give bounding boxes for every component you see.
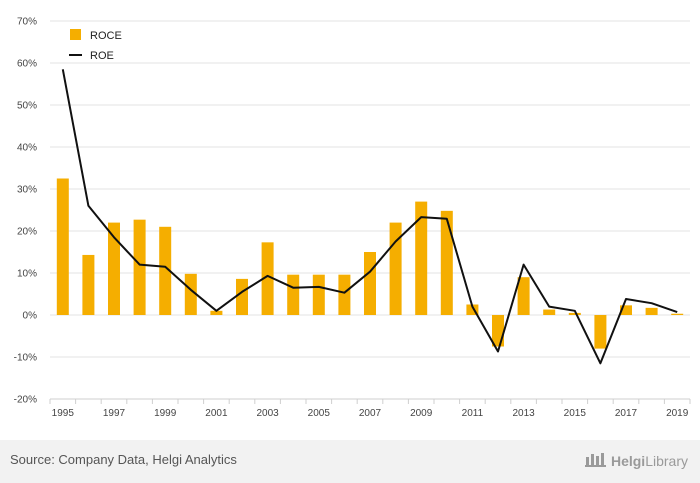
roce-bar bbox=[620, 305, 632, 315]
x-tick-label: 2015 bbox=[564, 408, 587, 419]
y-tick-label: 30% bbox=[17, 185, 37, 196]
x-tick-label: 2017 bbox=[615, 408, 638, 419]
roce-bar bbox=[133, 219, 146, 315]
x-tick-label: 2005 bbox=[308, 408, 331, 419]
chart-grid bbox=[50, 20, 690, 400]
x-tick-label: 1995 bbox=[52, 408, 75, 419]
x-tick-label: 2013 bbox=[512, 408, 535, 419]
y-tick-label: -20% bbox=[14, 395, 37, 406]
roce-bar bbox=[568, 312, 581, 315]
footer-bar: Source: Company Data, Helgi Analytics He… bbox=[0, 440, 700, 483]
x-tick-label: 1999 bbox=[154, 408, 177, 419]
chart-canvas: 70% 60% 50% 40% 30% 20% 10% 0% -10% -20% 1995 1997… bbox=[14, 17, 691, 419]
roce-bar bbox=[210, 310, 223, 315]
x-tick-label: 2011 bbox=[462, 408, 484, 419]
roe-line bbox=[61, 69, 678, 365]
roce-bar bbox=[671, 313, 684, 315]
y-tick-label: 20% bbox=[17, 227, 37, 238]
y-tick-label: 70% bbox=[17, 17, 37, 28]
chart-legend: ROCE ROE bbox=[69, 29, 122, 62]
roce-bars bbox=[56, 178, 684, 349]
y-tick-label: 40% bbox=[17, 143, 37, 154]
roce-bar bbox=[338, 274, 351, 315]
roce-bar bbox=[108, 222, 120, 315]
x-tick-label: 2007 bbox=[359, 408, 382, 419]
roce-bar bbox=[466, 304, 479, 315]
y-tick-label: 60% bbox=[17, 59, 37, 70]
x-tick-label: 1997 bbox=[103, 408, 126, 419]
roce-bar bbox=[517, 277, 530, 315]
brand-name-part2: Library bbox=[645, 452, 688, 469]
roce-bar bbox=[543, 309, 556, 315]
library-icon bbox=[584, 451, 607, 470]
y-tick-label: 0% bbox=[23, 311, 38, 322]
y-tick-label: 10% bbox=[17, 269, 37, 280]
y-axis-ticks: 70% 60% 50% 40% 30% 20% 10% 0% -10% -20% bbox=[14, 17, 37, 406]
roce-bar bbox=[594, 315, 607, 349]
x-tick-label: 2001 bbox=[205, 408, 228, 419]
roce-bar bbox=[236, 278, 248, 315]
y-tick-label: -10% bbox=[14, 353, 37, 364]
legend-roce-label: ROCE bbox=[90, 30, 122, 42]
roce-bar bbox=[440, 210, 453, 315]
brand-logo: Helgi Library bbox=[584, 451, 688, 470]
x-tick-label: 2019 bbox=[666, 408, 689, 419]
roce-bar bbox=[56, 178, 69, 315]
roce-bar bbox=[645, 307, 658, 315]
roce-bar bbox=[261, 242, 274, 315]
roce-bar bbox=[184, 273, 197, 315]
roce-bar bbox=[415, 201, 428, 315]
legend-roce-swatch bbox=[70, 29, 81, 40]
x-tick-label: 2003 bbox=[256, 408, 279, 419]
brand-name-part1: Helgi bbox=[610, 452, 646, 469]
x-tick-label: 2009 bbox=[410, 408, 433, 419]
roce-bar bbox=[82, 254, 95, 315]
source-text: Source: Company Data, Helgi Analytics bbox=[10, 452, 237, 467]
roce-bar bbox=[492, 315, 504, 347]
roe-line-group bbox=[61, 69, 678, 365]
roce-bar bbox=[159, 226, 172, 315]
y-tick-label: 50% bbox=[17, 101, 37, 112]
roce-bar bbox=[287, 274, 300, 315]
x-axis: 1995 1997 1999 2001 2003 2005 2007 2009 2011 2013… bbox=[49, 398, 691, 419]
legend-roe-label: ROE bbox=[90, 50, 114, 62]
roce-bar bbox=[364, 252, 376, 315]
roce-bar bbox=[312, 274, 325, 315]
